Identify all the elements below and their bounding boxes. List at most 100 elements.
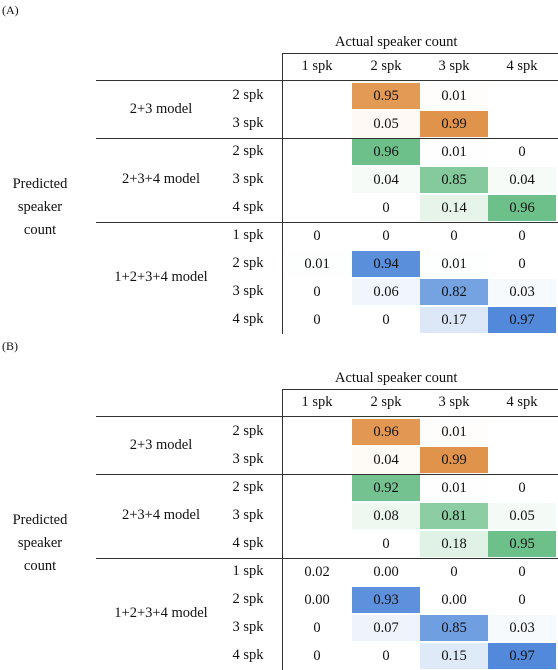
matrix-cell: 0.01 <box>420 419 488 445</box>
matrix-cell <box>283 139 351 165</box>
matrix-cell: 0.97 <box>488 643 556 669</box>
ylabel-line: Predicted <box>12 176 68 192</box>
matrix-cell: 0.94 <box>352 251 420 277</box>
row-label: 2 spk <box>232 143 264 159</box>
table-row: 2 spk 0.95 0.01 <box>0 82 558 110</box>
row-label: 1 spk <box>232 227 264 243</box>
row-label: 3 spk <box>232 619 264 635</box>
matrix-cell: 0 <box>450 228 458 244</box>
matrix-cell: 0.92 <box>352 475 420 501</box>
header-rule <box>96 80 558 81</box>
matrix-cell: 0.97 <box>488 307 556 333</box>
column-header: 1 spk <box>301 58 333 74</box>
matrix-cell: 0.95 <box>488 531 556 557</box>
matrix-cell <box>283 531 351 557</box>
row-label: 3 spk <box>232 507 264 523</box>
matrix-cell: 0.00 <box>373 564 399 580</box>
matrix-cell: 0.05 <box>352 111 420 137</box>
matrix-cell: 0.14 <box>420 195 488 221</box>
column-header: 1 spk <box>301 394 333 410</box>
matrix-cell <box>283 419 351 445</box>
table-row: 3 spk 0.04 0.99 <box>0 446 558 474</box>
matrix-cell: 0.01 <box>420 251 488 277</box>
row-label: 1 spk <box>232 563 264 579</box>
row-label: 2 spk <box>232 479 264 495</box>
matrix-cell <box>488 447 556 473</box>
ylabel-line: speaker <box>17 535 63 551</box>
matrix-cell: 0.03 <box>488 279 556 305</box>
row-label: 4 spk <box>232 199 264 215</box>
matrix-cell <box>488 419 556 445</box>
matrix-cell: 0.01 <box>420 475 488 501</box>
matrix-cell: 0.01 <box>420 139 488 165</box>
matrix-cell: 0.99 <box>420 111 488 137</box>
table-row: 2 spk 0.96 0.01 <box>0 418 558 446</box>
matrix-cell: 0.95 <box>352 83 420 109</box>
matrix-cell: 0.85 <box>420 167 488 193</box>
matrix-cell: 0 <box>313 648 321 664</box>
matrix-cell: 0 <box>382 200 390 216</box>
panel-label: (A) <box>2 3 19 17</box>
header-rule <box>96 416 558 417</box>
matrix-cell: 0.18 <box>420 531 488 557</box>
matrix-cell <box>488 83 556 109</box>
matrix-cell: 0 <box>313 228 321 244</box>
matrix-cell <box>283 167 351 193</box>
column-header: 2 spk <box>370 58 402 74</box>
matrix-cell: 0.04 <box>352 447 420 473</box>
row-label: 2 spk <box>232 423 264 439</box>
matrix-cell: 0.99 <box>420 447 488 473</box>
matrix-cell: 0 <box>450 564 458 580</box>
column-divider <box>282 53 283 334</box>
table-row: 4 spk 0 0 0.17 0.97 <box>0 306 558 334</box>
model-label: 1+2+3+4 model <box>114 605 208 621</box>
matrix-cell: 0 <box>313 312 321 328</box>
matrix-cell: 0 <box>518 592 526 608</box>
matrix-cell: 0 <box>382 312 390 328</box>
row-label: 3 spk <box>232 115 264 131</box>
matrix-cell: 0.01 <box>420 83 488 109</box>
panel-label: (B) <box>2 339 18 353</box>
matrix-cell: 0 <box>313 620 321 636</box>
matrix-cell: 0.85 <box>420 615 488 641</box>
actual-count-heading: Actual speaker count <box>335 370 458 386</box>
matrix-cell: 0.96 <box>352 419 420 445</box>
matrix-cell: 0 <box>518 480 526 496</box>
table-row: 3 spk 0 0.07 0.85 0.03 <box>0 614 558 642</box>
matrix-cell: 0 <box>518 256 526 272</box>
matrix-cell: 0 <box>382 648 390 664</box>
panel-b: (B) Actual speaker count 1 spk 2 spk 3 spk 4 … <box>0 336 558 670</box>
matrix-cell: 0.96 <box>352 139 420 165</box>
ylabel-line: Predicted <box>12 512 68 528</box>
table-row: 2 spk 0.96 0.01 0 <box>0 138 558 166</box>
matrix-cell: 0.82 <box>420 279 488 305</box>
ylabel-line: speaker <box>17 199 63 215</box>
row-label: 4 spk <box>232 311 264 327</box>
table-row: 3 spk 0.04 0.85 0.04 <box>0 166 558 194</box>
ylabel-line: count <box>23 558 57 574</box>
matrix-cell: 0.93 <box>352 587 420 613</box>
model-label: 2+3 model <box>129 437 193 453</box>
ylabel-line: count <box>23 222 57 238</box>
matrix-cell: 0.06 <box>352 279 420 305</box>
column-header: 4 spk <box>506 58 538 74</box>
matrix-cell: 0.08 <box>352 503 420 529</box>
matrix-cell: 0.04 <box>352 167 420 193</box>
table-row: 3 spk 0.08 0.81 0.05 <box>0 502 558 530</box>
matrix-cell <box>283 111 351 137</box>
row-label: 2 spk <box>232 255 264 271</box>
column-header: 2 spk <box>370 394 402 410</box>
matrix-cell: 0.03 <box>488 615 556 641</box>
matrix-cell: 0.04 <box>488 167 556 193</box>
model-label: 2+3 model <box>129 101 193 117</box>
column-divider <box>282 389 283 670</box>
top-rule <box>283 53 558 54</box>
row-label: 4 spk <box>232 647 264 663</box>
predicted-count-label: Predicted speaker count <box>8 173 72 242</box>
column-header: 3 spk <box>438 394 470 410</box>
column-header: 3 spk <box>438 58 470 74</box>
matrix-cell: 0.15 <box>420 643 488 669</box>
matrix-cell <box>283 83 351 109</box>
matrix-cell: 0.81 <box>420 503 488 529</box>
predicted-count-label: Predicted speaker count <box>8 509 72 578</box>
